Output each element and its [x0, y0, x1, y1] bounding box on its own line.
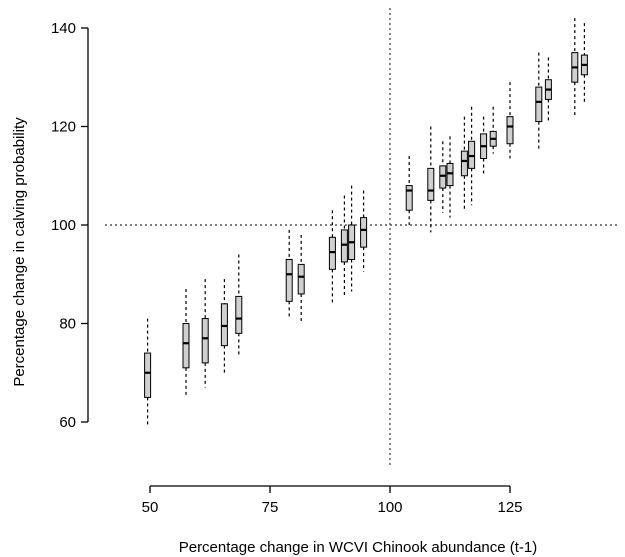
y-tick-label-100: 100	[51, 217, 76, 234]
box-8-iqr	[328, 236, 336, 270]
box-5	[235, 254, 243, 356]
x-tick-label-100: 100	[377, 499, 402, 516]
box-19	[489, 106, 497, 154]
box-21	[535, 52, 543, 149]
box-11-iqr	[360, 217, 368, 248]
reference-lines	[105, 8, 620, 468]
box-9	[340, 195, 348, 297]
y-tick-label-140: 140	[51, 20, 76, 37]
box-13-iqr	[427, 167, 435, 201]
x-tick-label-50: 50	[142, 499, 159, 516]
y-axis-title: Percentage change in calving probability	[11, 117, 28, 387]
box-15-iqr	[446, 162, 454, 187]
box-2-iqr	[182, 323, 190, 369]
box-10	[348, 185, 356, 292]
box-21-iqr	[535, 86, 543, 123]
box-16-iqr	[460, 150, 468, 177]
box-15	[446, 136, 454, 218]
box-4	[220, 279, 228, 373]
box-23	[571, 18, 579, 117]
box-9-iqr	[340, 229, 348, 263]
box-24	[580, 23, 588, 102]
box-12	[405, 156, 413, 225]
box-22	[544, 57, 552, 122]
box-6	[285, 229, 293, 319]
box-17	[468, 106, 476, 206]
box-2	[182, 289, 190, 398]
box-1	[144, 318, 152, 425]
box-3-iqr	[201, 318, 209, 364]
y-tick-label-80: 80	[59, 316, 76, 333]
box-20	[506, 82, 514, 159]
box-20-iqr	[506, 116, 514, 145]
box-18	[480, 116, 488, 176]
y-tick-label-120: 120	[51, 119, 76, 136]
box-14	[439, 141, 447, 213]
axes: 60 80 100 120 140 50 75 100 125	[51, 20, 523, 516]
y-tick-label-60: 60	[59, 414, 76, 431]
box-3	[201, 279, 209, 388]
box-7	[297, 234, 305, 322]
box-4-iqr	[220, 303, 228, 347]
box-12-iqr	[405, 185, 413, 211]
box-17-iqr	[468, 140, 476, 169]
box-7-iqr	[297, 263, 305, 295]
x-tick-label-125: 125	[497, 499, 522, 516]
box-5-iqr	[235, 295, 243, 334]
box-8	[328, 210, 336, 304]
box-14-iqr	[439, 165, 447, 189]
x-tick-label-75: 75	[262, 499, 279, 516]
boxes	[144, 18, 588, 425]
box-1-iqr	[144, 352, 152, 398]
x-axis-title: Percentage change in WCVI Chinook abunda…	[179, 539, 538, 556]
box-11	[360, 190, 368, 272]
box-16	[460, 116, 468, 211]
box-13	[427, 126, 435, 233]
box-6-iqr	[285, 258, 293, 302]
